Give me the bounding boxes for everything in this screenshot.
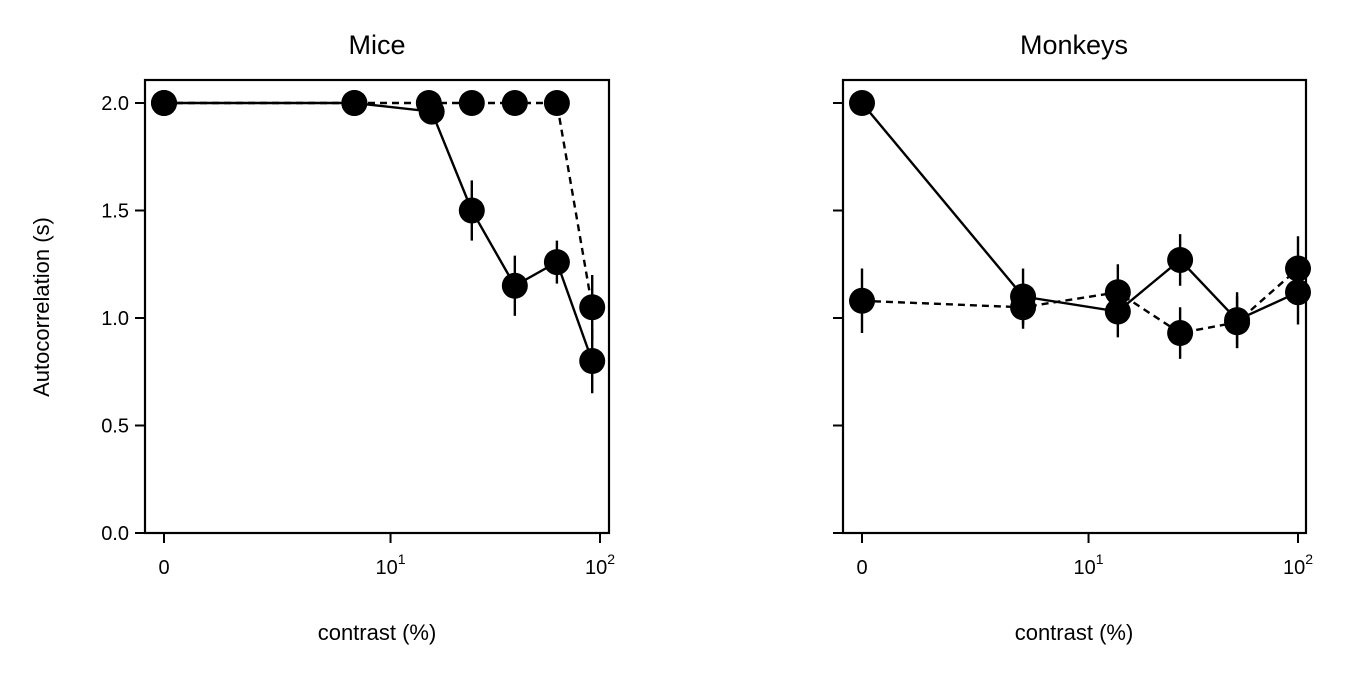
ticks: 0 101 102 bbox=[833, 102, 1313, 579]
x-tick-exponent: 2 bbox=[607, 551, 615, 567]
x-tick-base: 10 bbox=[585, 557, 607, 579]
x-tick-base: 10 bbox=[376, 557, 398, 579]
series-line-2 bbox=[861, 267, 1299, 335]
data-point bbox=[501, 90, 528, 116]
data-point bbox=[579, 348, 606, 374]
series-line-1 bbox=[861, 102, 1299, 322]
x-tick-label: 101 bbox=[376, 551, 406, 579]
y-tick-label: 0.5 bbox=[101, 416, 129, 438]
y-axis-label: Autocorrelation (s) bbox=[29, 217, 54, 397]
plot-frame bbox=[143, 78, 611, 535]
series bbox=[849, 90, 1311, 359]
data-point bbox=[458, 90, 485, 116]
data-point bbox=[1104, 298, 1131, 325]
data-point bbox=[579, 294, 606, 321]
data-point bbox=[1104, 279, 1131, 306]
x-tick-base: 10 bbox=[1074, 557, 1096, 579]
x-tick-label: 102 bbox=[585, 551, 615, 579]
data-point bbox=[1010, 294, 1037, 321]
data-point bbox=[849, 90, 875, 116]
data-point bbox=[1224, 309, 1251, 336]
panel-monkeys: Monkeys contrast (%) 0 101 102 bbox=[833, 30, 1313, 645]
series-line-1 bbox=[164, 101, 594, 362]
x-tick-exponent: 1 bbox=[1096, 551, 1104, 567]
data-point bbox=[543, 90, 570, 116]
x-tick-base: 10 bbox=[1283, 557, 1305, 579]
x-tick-label: 102 bbox=[1283, 551, 1313, 579]
data-point bbox=[1167, 246, 1194, 273]
data-point bbox=[849, 287, 875, 314]
x-tick-base: 0 bbox=[158, 557, 169, 579]
data-point bbox=[501, 272, 528, 299]
x-tick-exponent: 1 bbox=[398, 551, 406, 567]
y-tick-label: 0.0 bbox=[101, 523, 129, 545]
data-point bbox=[341, 90, 368, 116]
data-point bbox=[151, 90, 177, 116]
y-tick-label: 2.0 bbox=[101, 93, 129, 115]
panel-title: Monkeys bbox=[1020, 30, 1128, 60]
x-tick-label: 101 bbox=[1074, 551, 1104, 579]
x-tick-label: 0 bbox=[158, 557, 169, 579]
x-tick-label: 0 bbox=[856, 557, 867, 579]
x-tick-exponent: 2 bbox=[1305, 551, 1313, 567]
data-point bbox=[1167, 320, 1194, 347]
series bbox=[151, 90, 606, 394]
data-point bbox=[458, 197, 485, 224]
series-line-2 bbox=[164, 101, 594, 308]
y-tick-label: 1.5 bbox=[101, 201, 129, 223]
ticks: 0.00.51.01.52.00 101 102 bbox=[101, 93, 615, 579]
data-point bbox=[543, 249, 570, 276]
panel-title: Mice bbox=[348, 30, 405, 60]
panel-mice: Mice Autocorrelation (s) contrast (%) 0.… bbox=[29, 30, 615, 645]
data-point bbox=[1285, 255, 1311, 282]
data-point bbox=[415, 90, 442, 116]
plot-frame bbox=[841, 78, 1308, 535]
x-tick-base: 0 bbox=[856, 557, 867, 579]
data-point bbox=[1285, 279, 1311, 306]
y-tick-label: 1.0 bbox=[101, 308, 129, 330]
x-axis-label: contrast (%) bbox=[318, 620, 437, 645]
x-axis-label: contrast (%) bbox=[1015, 620, 1134, 645]
